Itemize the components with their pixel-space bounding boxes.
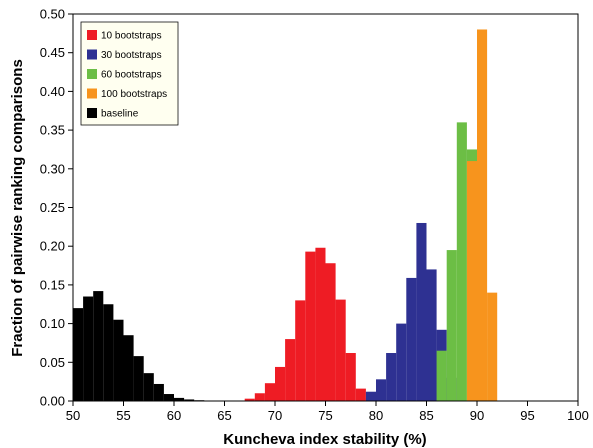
x-tick-label: 50	[66, 408, 80, 423]
x-axis-title: Kuncheva index stability (%)	[223, 431, 426, 448]
bar	[144, 373, 154, 401]
bar	[396, 324, 406, 401]
y-tick-label: 0.50	[40, 7, 65, 22]
bar	[477, 29, 487, 401]
bar	[346, 353, 356, 401]
bar	[124, 335, 134, 401]
bar	[376, 379, 386, 401]
bar	[437, 351, 447, 401]
bar	[285, 339, 295, 401]
series-10-bootstraps	[245, 248, 376, 401]
bar	[154, 384, 164, 401]
bar	[386, 353, 396, 401]
x-tick-label: 80	[369, 408, 383, 423]
x-tick-label: 70	[268, 408, 282, 423]
x-tick-label: 100	[567, 408, 589, 423]
series-baseline	[73, 291, 204, 401]
legend-swatch	[87, 69, 97, 79]
y-axis-ticks: 0.00 0.05 0.10 0.15 0.20 0.25 0.30 0.35 0.40 0.45…	[40, 7, 73, 409]
bar	[326, 263, 336, 401]
y-tick-label: 0.45	[40, 45, 65, 60]
bar	[275, 367, 285, 401]
bar	[487, 293, 497, 401]
x-tick-label: 75	[318, 408, 332, 423]
y-tick-label: 0.10	[40, 316, 65, 331]
y-tick-label: 0.35	[40, 123, 65, 138]
y-tick-label: 0.00	[40, 394, 65, 409]
y-tick-label: 0.05	[40, 355, 65, 370]
bar	[255, 393, 265, 401]
bar	[265, 383, 275, 401]
legend-swatch	[87, 108, 97, 118]
series-100-bootstraps	[467, 29, 497, 401]
bar	[93, 291, 103, 401]
bar	[356, 389, 366, 401]
legend-swatch	[87, 30, 97, 40]
y-tick-label: 0.40	[40, 84, 65, 99]
legend-label: baseline	[101, 109, 139, 120]
bar	[406, 278, 416, 401]
legend-label: 60 bootstraps	[101, 70, 162, 81]
bar	[295, 300, 305, 401]
bar	[103, 304, 113, 401]
y-axis-title: Fraction of pairwise ranking comparisons	[9, 59, 26, 357]
bar	[305, 252, 315, 401]
x-tick-label: 65	[217, 408, 231, 423]
x-tick-label: 60	[167, 408, 181, 423]
legend-item: baseline	[87, 108, 139, 120]
bar	[447, 250, 457, 401]
bar	[336, 300, 346, 401]
legend-label: 30 bootstraps	[101, 50, 162, 61]
bar	[113, 320, 123, 401]
bar	[366, 392, 376, 401]
legend-swatch	[87, 89, 97, 99]
y-tick-label: 0.20	[40, 239, 65, 254]
x-tick-label: 95	[520, 408, 534, 423]
bar	[164, 394, 174, 401]
bar	[83, 297, 93, 401]
bar	[315, 248, 325, 401]
bar	[457, 122, 467, 401]
x-tick-label: 90	[470, 408, 484, 423]
y-tick-label: 0.30	[40, 161, 65, 176]
bar	[416, 223, 426, 401]
x-axis-ticks: 50 55 60 65 70 75 80 85 90 95 100	[66, 401, 589, 423]
legend-swatch	[87, 50, 97, 60]
y-tick-label: 0.15	[40, 277, 65, 292]
bar	[467, 161, 477, 401]
x-tick-label: 55	[116, 408, 130, 423]
legend-label: 100 bootstraps	[101, 89, 167, 100]
bar	[427, 269, 437, 401]
bar	[134, 356, 144, 401]
legend: 10 bootstraps 30 bootstraps 60 bootstraps 1…	[81, 22, 178, 125]
y-tick-label: 0.25	[40, 200, 65, 215]
bar	[73, 308, 83, 401]
x-tick-label: 85	[419, 408, 433, 423]
legend-label: 10 bootstraps	[101, 31, 162, 42]
